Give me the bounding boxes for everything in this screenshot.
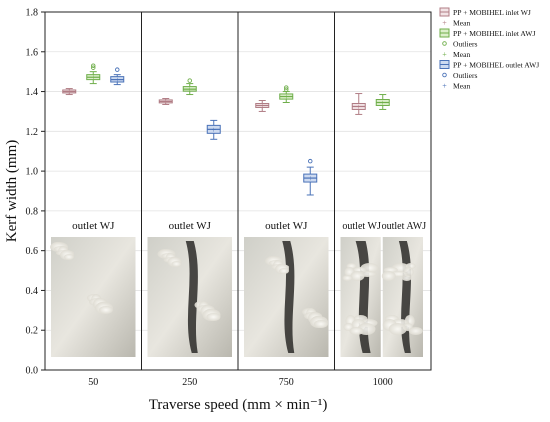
box-plot: + <box>110 67 125 86</box>
photo-caption: outlet AWJ <box>382 221 427 232</box>
box-plot: + <box>62 88 77 97</box>
kerf-channel <box>185 241 198 353</box>
y-tick-label: 1.8 <box>26 8 39 19</box>
y-tick-label: 1.6 <box>26 47 39 58</box>
fiber-tuft <box>350 271 365 281</box>
legend-mean-marker: + <box>442 19 447 28</box>
outlier-point <box>90 63 96 68</box>
x-tick-label: 1000 <box>373 377 393 388</box>
mean-marker: + <box>380 98 385 107</box>
fiber-tuft <box>381 271 396 281</box>
legend-entry: PP + MOBIHEL inlet WJ <box>439 7 531 17</box>
legend-label: Mean <box>453 19 470 28</box>
legend-entry: + Mean <box>442 19 470 28</box>
plot-frame <box>44 11 432 371</box>
box-plot: + <box>279 85 294 103</box>
legend-mean-marker: + <box>442 50 447 59</box>
sample-photo <box>244 237 329 357</box>
legend-outlier-marker <box>442 41 447 46</box>
mean-marker: + <box>67 88 72 97</box>
mean-marker: + <box>284 93 289 102</box>
photo-caption: outlet WJ <box>169 220 212 232</box>
x-axis-title: Traverse speed (mm × min⁻¹) <box>149 397 328 413</box>
fiber-tuft <box>388 323 407 335</box>
fiber-tuft <box>171 261 182 267</box>
photo-caption: outlet WJ <box>342 221 381 232</box>
fiber-tuft <box>206 313 221 321</box>
mean-marker: + <box>308 174 313 183</box>
fiber-tuft <box>279 268 289 274</box>
sample-photo <box>381 237 423 357</box>
sample-photo <box>340 237 381 357</box>
legend-mean-marker: + <box>442 82 447 91</box>
legend-label: Mean <box>453 50 470 59</box>
y-tick-label: 0.8 <box>26 206 39 217</box>
mean-marker: + <box>260 101 265 110</box>
x-tick-label: 50 <box>88 377 98 388</box>
fiber-tuft <box>99 306 113 314</box>
legend-entry: PP + MOBIHEL outlet AWJ <box>439 60 539 70</box>
box-plot: + <box>158 98 173 107</box>
box-plot: + <box>351 93 366 115</box>
outlier-point <box>284 85 289 90</box>
legend-entry: Outliers <box>442 71 478 80</box>
fiber-tuft <box>349 327 364 335</box>
fiber-tuft <box>314 320 328 328</box>
x-tick-label: 250 <box>182 377 197 388</box>
y-tick-label: 0.6 <box>26 246 39 257</box>
legend-entry: PP + MOBIHEL inlet AWJ <box>439 28 535 38</box>
sample-photo <box>50 237 136 357</box>
outlier-point <box>187 78 192 83</box>
mean-marker: + <box>187 85 192 94</box>
fiber-tuft <box>64 254 74 260</box>
box-plot: + <box>303 158 318 196</box>
y-tick-label: 0.4 <box>26 286 39 297</box>
y-tick-label: 0.0 <box>26 366 39 377</box>
legend-label: Outliers <box>453 40 478 49</box>
photo-caption: outlet WJ <box>265 220 308 232</box>
x-tick-label: 750 <box>279 377 294 388</box>
legend-label: PP + MOBIHEL inlet AWJ <box>453 29 535 38</box>
mean-marker: + <box>163 98 168 107</box>
y-tick-label: 0.2 <box>26 326 39 337</box>
box-plot: + <box>375 94 390 110</box>
legend-label: Outliers <box>453 71 478 80</box>
mean-marker: + <box>211 125 216 134</box>
legend-entry: + Mean <box>442 82 470 91</box>
fiber-tuft <box>401 275 412 281</box>
box-plot: + <box>206 119 221 140</box>
legend-entry: + Mean <box>442 50 470 59</box>
legend-label: PP + MOBIHEL inlet WJ <box>453 8 531 17</box>
kerf-channel <box>282 241 295 353</box>
fiber-tuft <box>342 275 353 281</box>
fiber-tuft <box>408 327 423 335</box>
outlier-point <box>284 87 289 92</box>
legend-entry: Outliers <box>442 40 478 49</box>
photo-caption: outlet WJ <box>72 220 115 232</box>
box-plot: + <box>255 100 270 112</box>
mean-marker: + <box>91 73 96 82</box>
box-plot: + <box>182 78 197 96</box>
y-axis-title: Kerf width (mm) <box>4 140 20 242</box>
y-tick-label: 1.4 <box>26 87 39 98</box>
mean-marker: + <box>356 102 361 111</box>
outlier-point <box>90 65 96 70</box>
mean-marker: + <box>115 76 120 85</box>
box-plot: + <box>86 63 101 85</box>
legend-outlier-marker <box>442 72 447 78</box>
legend-label: PP + MOBIHEL outlet AWJ <box>453 61 539 70</box>
y-tick-label: 1.0 <box>26 167 39 178</box>
y-tick-label: 1.2 <box>26 127 39 138</box>
outlier-point <box>308 158 313 164</box>
outlier-point <box>114 67 120 72</box>
sample-photo <box>147 237 232 357</box>
legend-label: Mean <box>453 82 470 91</box>
